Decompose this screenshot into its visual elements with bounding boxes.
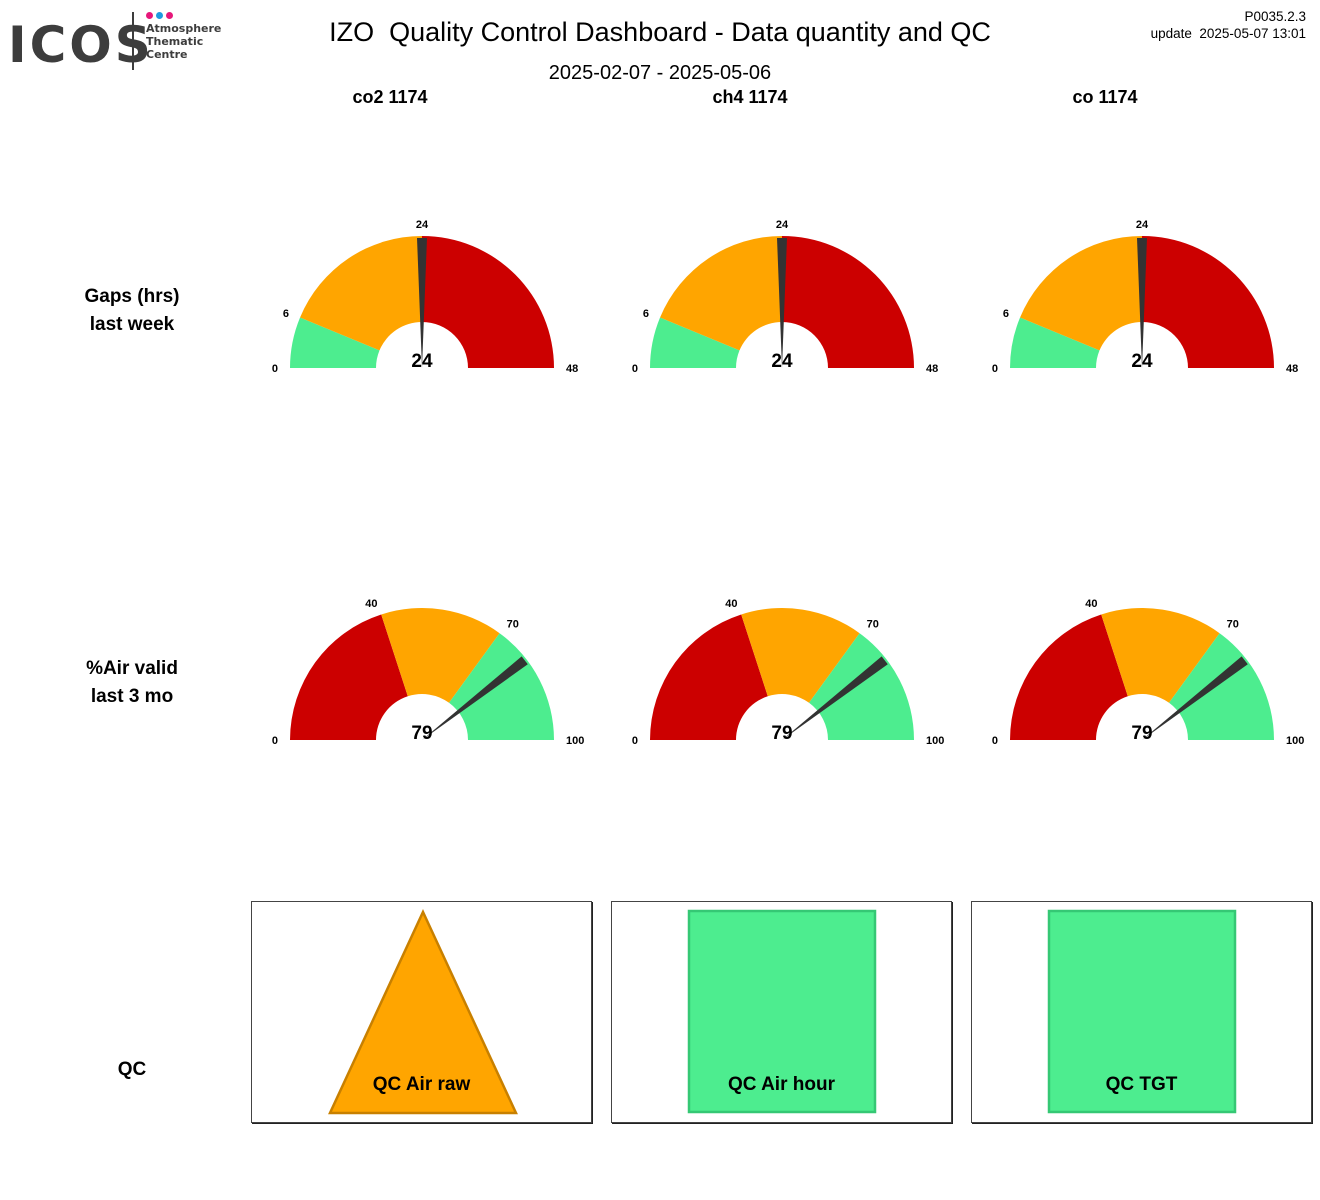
qc-indicator <box>1047 909 1237 1114</box>
row-label-qc: QC <box>117 1059 147 1080</box>
gauge-band <box>1101 608 1220 703</box>
gauge-band <box>1010 614 1128 740</box>
qc-box-tgt: QC TGT <box>971 901 1312 1123</box>
gauge-tick-label: 100 <box>1286 735 1304 747</box>
gauge-tick-label: 100 <box>566 735 584 747</box>
column-title-co: co 1174 <box>1072 87 1138 107</box>
logo-dot <box>146 12 153 19</box>
qc-label: QC TGT <box>1105 1074 1178 1095</box>
logo-dot <box>156 12 163 19</box>
gauge-tick-label: 48 <box>566 363 578 375</box>
gauge-gaps-0: 0 6 24 48 24 <box>272 219 578 375</box>
gauge-tick-label: 0 <box>632 735 638 747</box>
version-label: P0035.2.3 <box>1244 9 1306 24</box>
gauge-tick-label: 0 <box>632 363 638 375</box>
logo-divider <box>132 12 134 70</box>
qc-box-air-raw: QC Air raw <box>251 901 592 1123</box>
row-label-air-valid: %Air valid last 3 mo <box>32 655 232 711</box>
gauge-tick-label: 48 <box>926 363 938 375</box>
gauge-band <box>290 317 380 368</box>
gauge-value-label: 24 <box>411 351 433 372</box>
update-timestamp: update 2025-05-07 13:01 <box>1150 26 1306 41</box>
qc-label: QC Air raw <box>372 1074 471 1095</box>
gauge-tick-label: 6 <box>283 308 289 320</box>
gauge-value-label: 79 <box>771 723 792 744</box>
gauge-gaps-1: 0 6 24 48 24 <box>632 219 938 375</box>
qc-triangle <box>328 909 518 1115</box>
gauge-tick-label: 100 <box>926 735 944 747</box>
gauge-tick-label: 40 <box>365 598 377 610</box>
gauge-band <box>290 614 408 740</box>
gauge-band <box>1142 236 1274 368</box>
qc-indicator <box>687 909 877 1114</box>
column-title-ch4: ch4 1174 <box>712 87 788 107</box>
gauge-air_valid-1: 0 40 70 100 79 <box>632 598 944 747</box>
gauge-value-label: 79 <box>1131 723 1152 744</box>
column-title-co2: co2 1174 <box>352 87 428 107</box>
date-range: 2025-02-07 - 2025-05-06 <box>548 62 772 84</box>
logo-wordmark: ICOS <box>8 16 154 74</box>
qc-indicator <box>328 909 518 1115</box>
gauge-needle <box>1142 656 1248 740</box>
gauge-tick-label: 0 <box>272 735 278 747</box>
row-label-gaps: Gaps (hrs) last week <box>32 283 232 339</box>
qc-square <box>1047 909 1237 1114</box>
qc-label: QC Air hour <box>728 1074 835 1095</box>
dashboard-title: IZO Quality Control Dashboard - Data qua… <box>329 17 991 47</box>
gauge-tick-label: 0 <box>272 363 278 375</box>
gauge-tick-label: 40 <box>1085 598 1097 610</box>
qc-box-air-hour: QC Air hour <box>611 901 952 1123</box>
logo-sub-line: Thematic <box>146 35 204 48</box>
gauge-tick-label: 0 <box>992 363 998 375</box>
gauge-band <box>741 608 860 703</box>
gauge-air_valid-0: 0 40 70 100 79 <box>272 598 584 747</box>
gauge-band <box>1010 317 1100 368</box>
icos-logo: ICOS Atmosphere Thematic Centre <box>6 8 221 74</box>
gauge-value-label: 24 <box>771 351 793 372</box>
gauge-band <box>650 317 740 368</box>
gauge-band <box>422 236 554 368</box>
gauge-needle <box>782 656 888 740</box>
gauge-tick-label: 6 <box>1003 308 1009 320</box>
qc-square <box>687 909 877 1114</box>
gauge-tick-label: 70 <box>1227 619 1239 631</box>
gauge-tick-label: 48 <box>1286 363 1298 375</box>
gauge-tick-label: 70 <box>507 619 519 631</box>
row-label-line: Gaps (hrs) <box>84 286 180 307</box>
row-label-line: %Air valid <box>86 658 178 679</box>
gauge-band <box>449 633 554 740</box>
gauge-value-label: 79 <box>411 723 432 744</box>
gauge-band <box>782 236 914 368</box>
gauge-band <box>660 236 782 351</box>
gauge-tick-label: 24 <box>1136 219 1149 231</box>
gauge-band <box>1169 633 1274 740</box>
gauge-band <box>300 236 422 351</box>
gauge-needle <box>422 656 528 740</box>
gauge-needle <box>1137 238 1147 368</box>
gauge-tick-label: 24 <box>776 219 789 231</box>
gauge-tick-label: 24 <box>416 219 429 231</box>
gauge-tick-label: 40 <box>725 598 737 610</box>
logo-sub-line: Atmosphere <box>146 22 222 35</box>
row-label-line: last 3 mo <box>90 686 174 707</box>
gauge-air_valid-2: 0 40 70 100 79 <box>992 598 1304 747</box>
gauge-gaps-2: 0 6 24 48 24 <box>992 219 1298 375</box>
logo-sub-line: Centre <box>146 48 188 61</box>
gauge-tick-label: 0 <box>992 735 998 747</box>
gauge-value-label: 24 <box>1131 351 1153 372</box>
gauge-band <box>1020 236 1142 351</box>
gauge-band <box>650 614 768 740</box>
gauge-tick-label: 6 <box>643 308 649 320</box>
gauge-needle <box>777 238 787 368</box>
row-label-line: last week <box>89 314 175 335</box>
gauge-tick-label: 70 <box>867 619 879 631</box>
gauge-band <box>381 608 500 703</box>
gauge-needle <box>417 238 427 368</box>
logo-dot <box>166 12 173 19</box>
gauge-band <box>809 633 914 740</box>
